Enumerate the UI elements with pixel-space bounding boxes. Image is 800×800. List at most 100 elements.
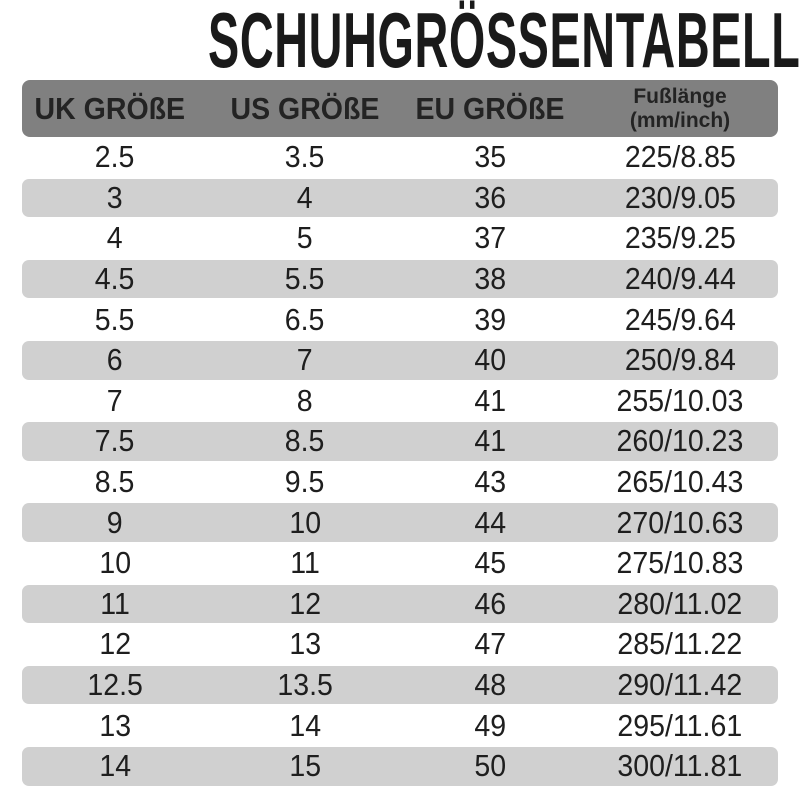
header-us-label: US GRÖßE	[230, 90, 380, 126]
cell-value: 3	[107, 179, 123, 215]
cell-value: 245/9.64	[624, 301, 736, 337]
table-cell: 275/10.83	[580, 543, 780, 584]
table-cell: 7	[205, 340, 405, 381]
table-cell: 8.5	[15, 462, 215, 503]
table-row: 4.5 5.5 38 240/9.44	[22, 259, 778, 300]
table-row: 2.5 3.5 35 225/8.85	[22, 137, 778, 178]
cell-value: 260/10.23	[616, 423, 744, 459]
table-row: 5.5 6.5 39 245/9.64	[22, 299, 778, 340]
table-row: 4 5 37 235/9.25	[22, 218, 778, 259]
table-cell: 10	[205, 502, 405, 543]
cell-value: 5.5	[95, 301, 135, 337]
cell-value: 11	[290, 545, 320, 581]
table-cell: 235/9.25	[580, 218, 780, 259]
cell-value: 275/10.83	[616, 545, 744, 581]
table-cell: 15	[205, 746, 405, 787]
table-cell: 12	[15, 624, 215, 665]
cell-value: 13	[289, 626, 321, 662]
cell-value: 36	[474, 179, 506, 215]
cell-value: 8.5	[95, 464, 135, 500]
table-cell: 14	[15, 746, 215, 787]
header-foot-length-line2: (mm/inch)	[629, 108, 731, 132]
cell-value: 44	[474, 504, 506, 540]
table-cell: 49	[390, 705, 590, 746]
cell-value: 6.5	[285, 301, 325, 337]
table-cell: 12.5	[15, 665, 215, 706]
table-cell: 12	[205, 584, 405, 625]
cell-value: 290/11.42	[617, 667, 743, 703]
table-cell: 4	[205, 178, 405, 219]
table-cell: 43	[390, 462, 590, 503]
table-cell: 230/9.05	[580, 178, 780, 219]
cell-value: 48	[474, 667, 506, 703]
cell-value: 4	[297, 179, 313, 215]
cell-value: 285/11.22	[617, 626, 743, 662]
table-cell: 6.5	[205, 299, 405, 340]
cell-value: 38	[474, 261, 506, 297]
table-cell: 39	[390, 299, 590, 340]
cell-value: 9	[107, 504, 123, 540]
header-uk: UK GRÖßE	[10, 80, 210, 137]
cell-value: 2.5	[95, 139, 135, 175]
cell-value: 280/11.02	[617, 585, 743, 621]
header-uk-label: UK GRÖßE	[34, 90, 186, 126]
table-cell: 11	[15, 584, 215, 625]
cell-value: 3.5	[285, 139, 325, 175]
table-cell: 245/9.64	[580, 299, 780, 340]
table-cell: 8	[205, 381, 405, 422]
table-cell: 13	[205, 624, 405, 665]
table-row: 11 12 46 280/11.02	[22, 584, 778, 625]
cell-value: 37	[474, 220, 506, 256]
table-cell: 44	[390, 502, 590, 543]
cell-value: 5	[297, 220, 313, 256]
table-row: 7 8 41 255/10.03	[22, 381, 778, 422]
table-cell: 4	[15, 218, 215, 259]
table-cell: 10	[15, 543, 215, 584]
table-cell: 40	[390, 340, 590, 381]
cell-value: 40	[474, 342, 506, 378]
table-cell: 240/9.44	[580, 259, 780, 300]
cell-value: 13.5	[277, 667, 333, 703]
cell-value: 46	[474, 585, 506, 621]
table-row: 13 14 49 295/11.61	[22, 705, 778, 746]
cell-value: 8.5	[285, 423, 325, 459]
cell-value: 9.5	[285, 464, 325, 500]
table-cell: 225/8.85	[580, 137, 780, 178]
table-cell: 260/10.23	[580, 421, 780, 462]
cell-value: 50	[474, 748, 506, 784]
table-cell: 8.5	[205, 421, 405, 462]
table-cell: 13	[15, 705, 215, 746]
cell-value: 41	[474, 423, 506, 459]
cell-value: 49	[474, 707, 506, 743]
cell-value: 12	[289, 585, 321, 621]
table-cell: 265/10.43	[580, 462, 780, 503]
table-cell: 250/9.84	[580, 340, 780, 381]
cell-value: 5.5	[285, 261, 325, 297]
table-cell: 5.5	[205, 259, 405, 300]
table-row: 6 7 40 250/9.84	[22, 340, 778, 381]
table-cell: 7	[15, 381, 215, 422]
cell-value: 35	[474, 139, 506, 175]
cell-value: 41	[474, 382, 506, 418]
cell-value: 225/8.85	[624, 139, 736, 175]
cell-value: 6	[107, 342, 123, 378]
header-foot-length: Fußlänge (mm/inch)	[600, 80, 760, 137]
table-cell: 285/11.22	[580, 624, 780, 665]
table-row: 10 11 45 275/10.83	[22, 543, 778, 584]
table-row: 3 4 36 230/9.05	[22, 178, 778, 219]
table-cell: 46	[390, 584, 590, 625]
table-row: 12.5 13.5 48 290/11.42	[22, 665, 778, 706]
table-cell: 255/10.03	[580, 381, 780, 422]
cell-value: 270/10.63	[616, 504, 744, 540]
table-cell: 5	[205, 218, 405, 259]
table-row: 9 10 44 270/10.63	[22, 502, 778, 543]
table-row: 14 15 50 300/11.81	[22, 746, 778, 787]
table-cell: 300/11.81	[580, 746, 780, 787]
cell-value: 12	[99, 626, 131, 662]
cell-value: 11	[100, 585, 130, 621]
table-cell: 13.5	[205, 665, 405, 706]
cell-value: 4	[107, 220, 123, 256]
table-cell: 41	[390, 381, 590, 422]
table-cell: 47	[390, 624, 590, 665]
cell-value: 45	[474, 545, 506, 581]
